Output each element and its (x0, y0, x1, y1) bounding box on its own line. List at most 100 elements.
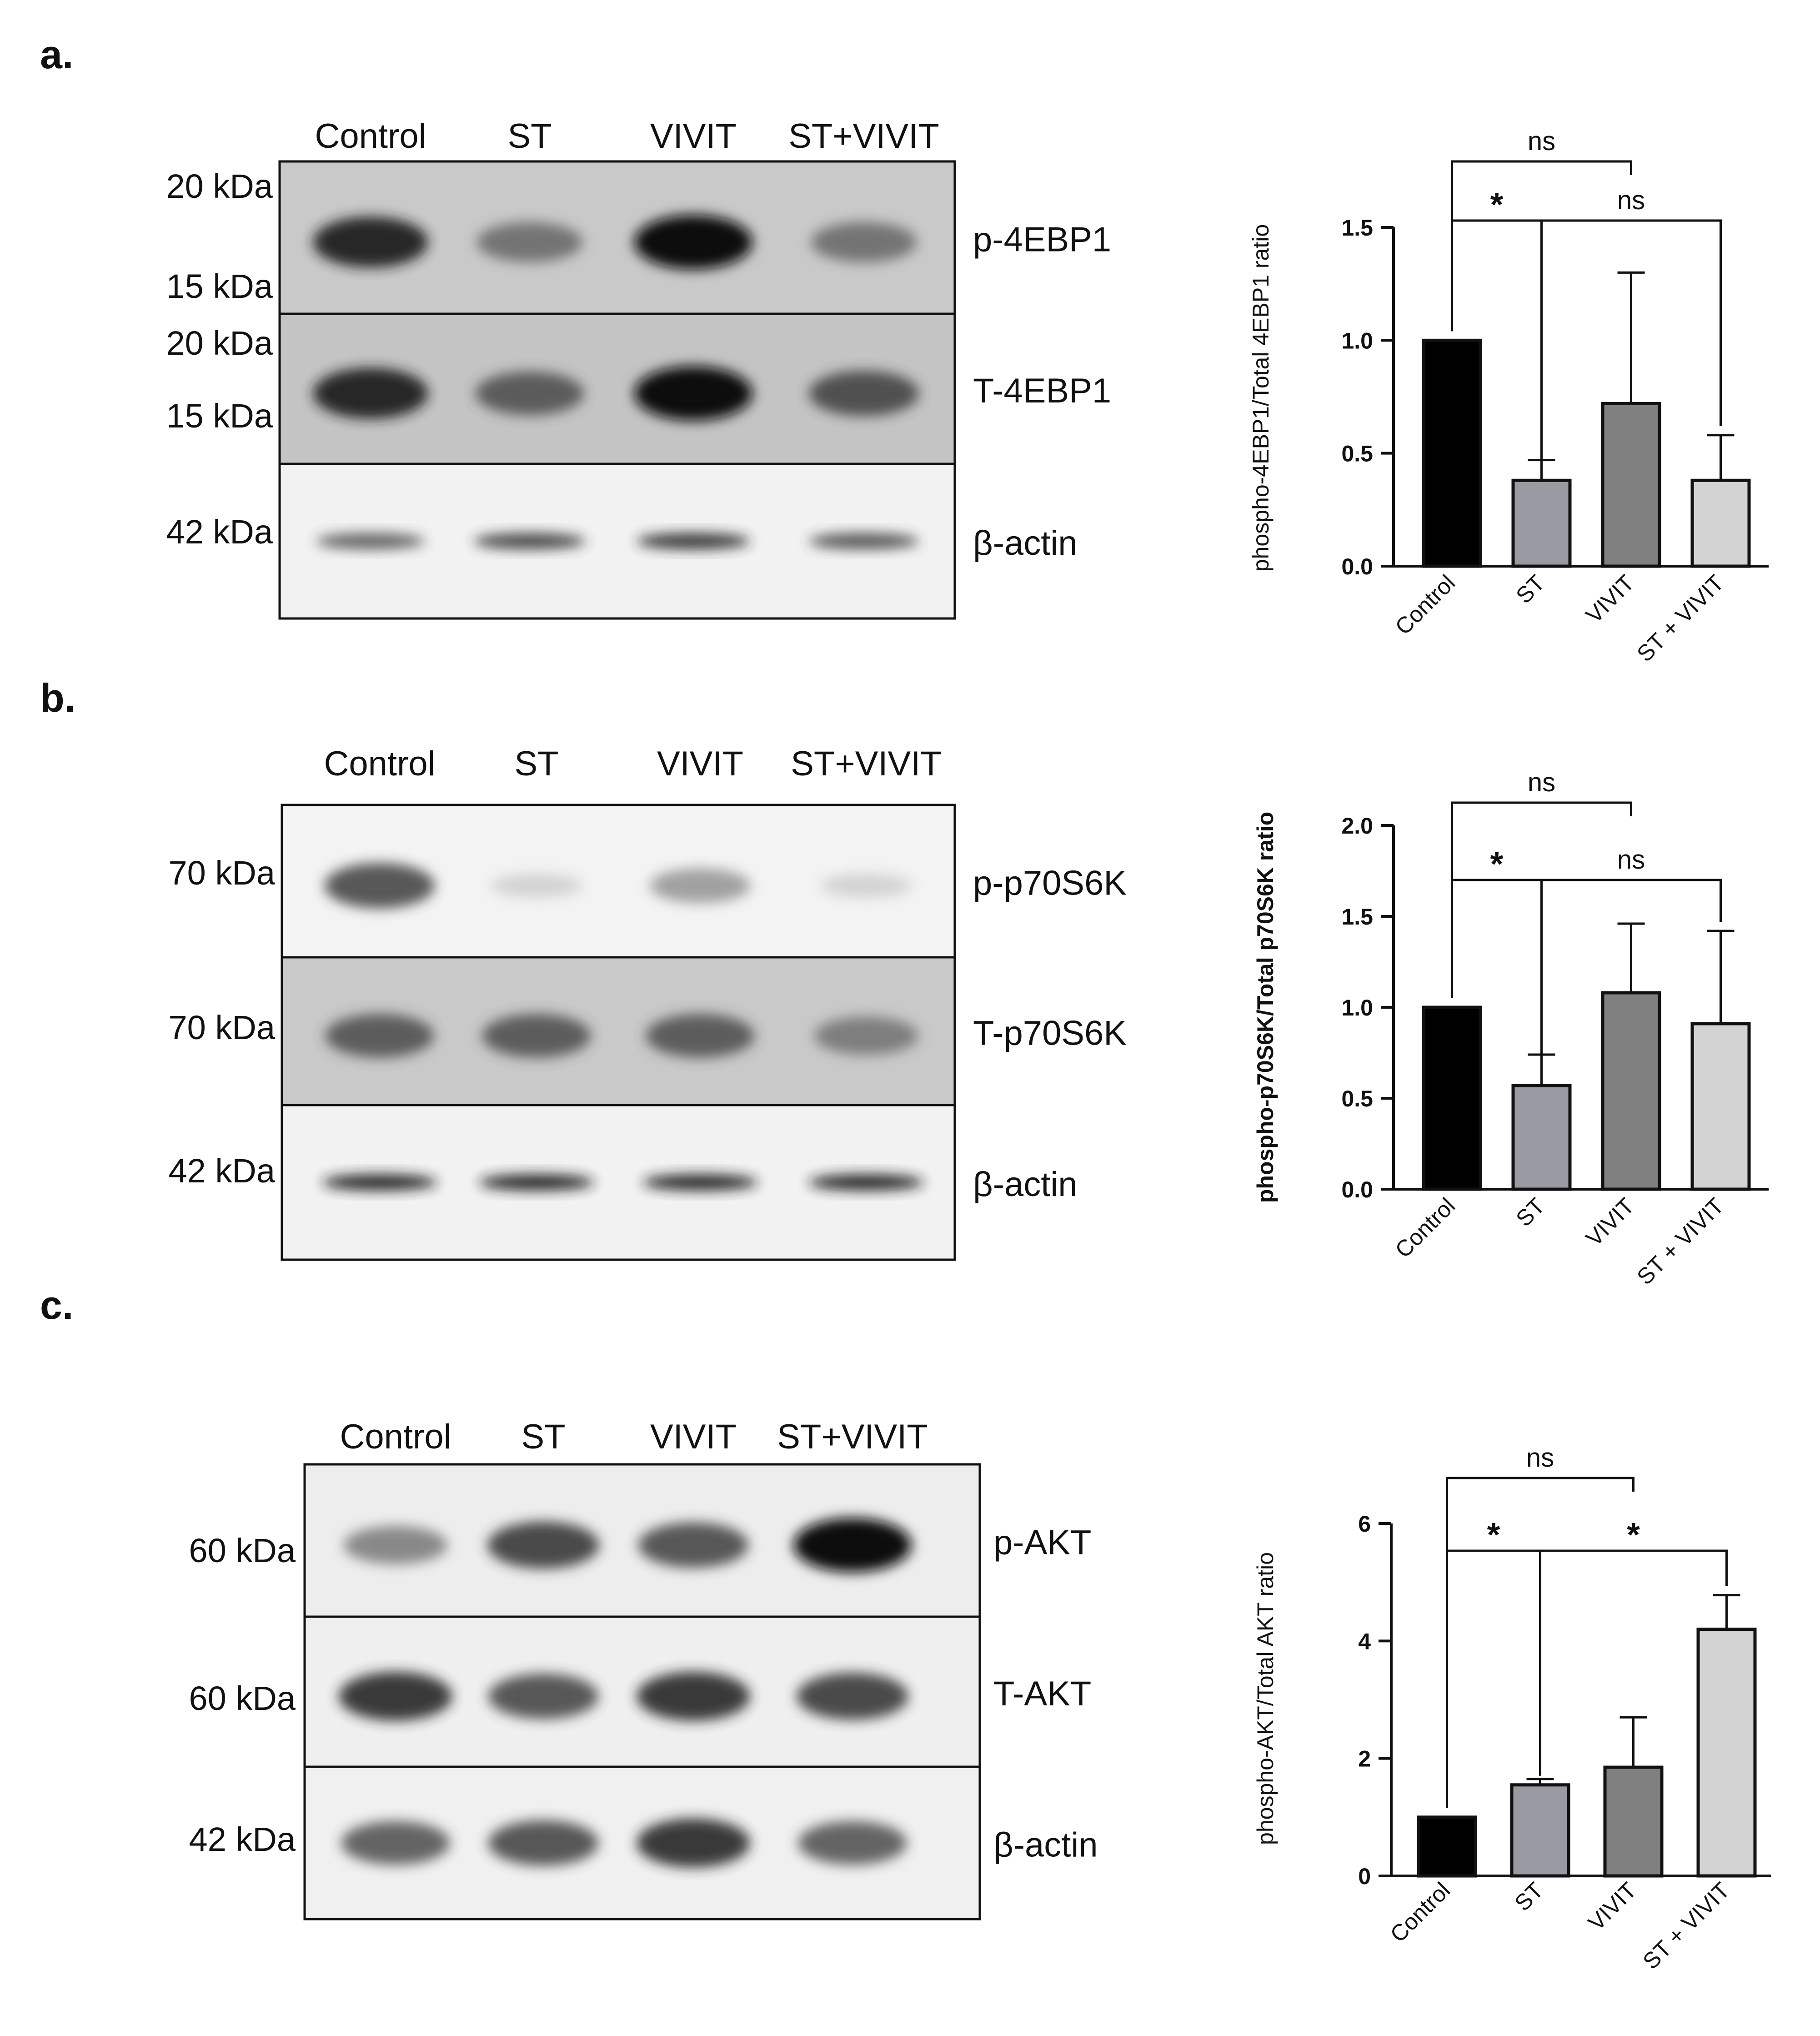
protein-label: p-p70S6K (973, 864, 1127, 903)
significance-bracket (1539, 1549, 1728, 1776)
y-tick-label: 6 (1358, 1511, 1371, 1537)
protein-band (339, 1672, 452, 1721)
protein-label: p-AKT (993, 1523, 1091, 1562)
significance-label: ns (1617, 845, 1645, 875)
lane-label: Control (315, 117, 426, 156)
y-tick-label: 1.0 (1341, 328, 1373, 353)
lane-label: Control (324, 744, 436, 783)
x-category-label: ST + VIVIT (1632, 570, 1729, 667)
mw-marker-label: 15 kDa (166, 267, 273, 305)
y-tick-label: 1.5 (1341, 215, 1373, 241)
protein-band (634, 215, 752, 270)
bar (1510, 1783, 1570, 1878)
x-category-label: VIVIT (1581, 570, 1639, 628)
panel-letter: a. (40, 32, 73, 77)
protein-band (477, 222, 582, 262)
bar (1690, 478, 1751, 568)
y-tick-label: 4 (1358, 1629, 1371, 1654)
mw-marker-label: 60 kDa (189, 1532, 296, 1569)
lane-label: VIVIT (657, 744, 743, 783)
y-axis-label: phospho-p70S6K/Total p70S6K ratio (1253, 812, 1278, 1203)
protein-label: T-p70S6K (973, 1014, 1127, 1053)
y-tick-label: 1.0 (1341, 995, 1373, 1021)
blot-strip: 60 kDa T-AKT (189, 1615, 1091, 1768)
protein-label: T-AKT (993, 1674, 1091, 1713)
protein-band (650, 868, 751, 903)
x-category-label: ST (1509, 1877, 1548, 1916)
protein-band (488, 1820, 599, 1866)
significance-label: ns (1526, 1443, 1554, 1473)
mw-marker-label: 15 kDa (166, 397, 273, 435)
blot-strip: 20 kDa 15 kDa T-4EBP1 (166, 312, 1111, 465)
blot-panel-1: a. Control ST VIVIT ST+VIVIT 20 kDa 15 kDa p-4E… (40, 32, 1111, 620)
significance-bracket (1540, 879, 1722, 1076)
protein-band (341, 1821, 450, 1865)
protein-band (491, 874, 582, 898)
protein-label: β-actin (973, 524, 1078, 563)
protein-band (814, 1016, 918, 1055)
x-category-label: ST (1511, 570, 1549, 608)
lane-label: ST+VIVIT (777, 1418, 928, 1456)
lane-label: ST+VIVIT (788, 117, 939, 156)
bar (1603, 1765, 1664, 1878)
lane-label: Control (340, 1418, 451, 1456)
protein-band (797, 1673, 908, 1720)
protein-band (634, 366, 752, 421)
significance-label: ns (1617, 186, 1645, 215)
significance-label: ns (1528, 126, 1555, 156)
protein-band (474, 533, 586, 549)
blot-strip: 60 kDa p-AKT (189, 1463, 1091, 1618)
x-category-label: Control (1390, 1193, 1460, 1263)
x-category-label: Control (1390, 570, 1460, 640)
significance-label: ns (1528, 768, 1555, 797)
lane-label: ST (507, 117, 552, 156)
significance-label: * (1627, 1516, 1640, 1553)
blot-strip: 42 kDa β-actin (169, 1104, 1078, 1261)
protein-label: β-actin (993, 1826, 1098, 1865)
y-tick-label: 1.5 (1341, 904, 1373, 930)
protein-band (479, 1174, 594, 1191)
lane-label: VIVIT (650, 1418, 737, 1456)
bar (1422, 1005, 1482, 1191)
blot-strip: 70 kDa T-p70S6K (169, 956, 1127, 1106)
mw-marker-label: 42 kDa (189, 1820, 296, 1858)
significance-bracket (1540, 219, 1722, 472)
bar (1690, 1022, 1751, 1191)
bar (1601, 991, 1661, 1191)
significance-label: * (1487, 1516, 1500, 1553)
protein-band (313, 368, 428, 419)
protein-band (811, 222, 917, 262)
protein-band (324, 863, 435, 909)
protein-band (343, 1526, 448, 1564)
lane-label: ST (514, 744, 558, 783)
bar (1422, 338, 1482, 568)
blot-strip: 70 kDa p-p70S6K (169, 804, 1127, 959)
mw-marker-label: 42 kDa (169, 1152, 276, 1190)
bar (1511, 1084, 1572, 1191)
protein-band (793, 1518, 912, 1573)
x-category-label: ST + VIVIT (1632, 1193, 1729, 1290)
protein-band (482, 1014, 591, 1058)
significance-label: * (1490, 845, 1504, 883)
protein-band (638, 1522, 749, 1568)
y-tick-label: 0 (1358, 1864, 1371, 1889)
protein-band (642, 1174, 758, 1191)
blot-strip: 20 kDa 15 kDa p-4EBP1 (166, 160, 1111, 315)
x-category-label: VIVIT (1583, 1877, 1641, 1935)
protein-band (637, 1818, 750, 1868)
panel-letter: b. (40, 675, 75, 720)
x-category-label: ST + VIVIT (1638, 1877, 1735, 1974)
y-tick-label: 2.0 (1341, 813, 1373, 839)
protein-band (646, 1014, 755, 1058)
y-tick-label: 0.5 (1341, 1086, 1373, 1111)
protein-band (475, 372, 584, 415)
protein-band (820, 874, 912, 898)
protein-band (808, 371, 919, 416)
significance-bracket (1446, 1549, 1541, 1808)
protein-band (313, 216, 428, 268)
lane-label: ST (521, 1418, 565, 1456)
